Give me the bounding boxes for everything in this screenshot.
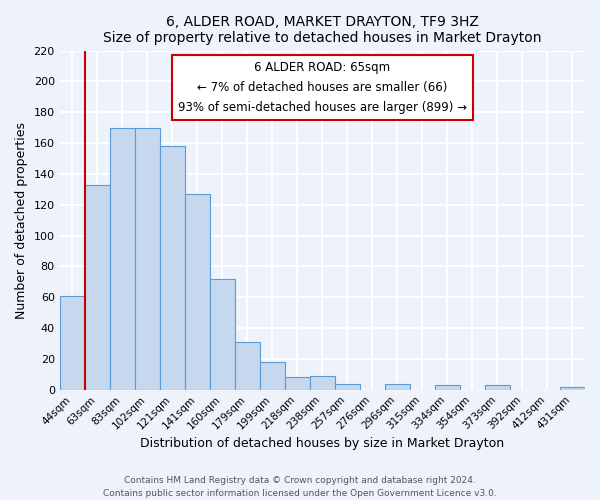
Title: 6, ALDER ROAD, MARKET DRAYTON, TF9 3HZ
Size of property relative to detached hou: 6, ALDER ROAD, MARKET DRAYTON, TF9 3HZ S… <box>103 15 542 45</box>
Text: Contains HM Land Registry data © Crown copyright and database right 2024.
Contai: Contains HM Land Registry data © Crown c… <box>103 476 497 498</box>
Bar <box>110 128 135 390</box>
Y-axis label: Number of detached properties: Number of detached properties <box>15 122 28 318</box>
Bar <box>160 146 185 390</box>
Bar <box>560 386 585 390</box>
Bar <box>485 385 510 390</box>
Bar <box>135 128 160 390</box>
Text: 6 ALDER ROAD: 65sqm
← 7% of detached houses are smaller (66)
93% of semi-detache: 6 ALDER ROAD: 65sqm ← 7% of detached hou… <box>178 60 467 114</box>
Bar <box>185 194 210 390</box>
X-axis label: Distribution of detached houses by size in Market Drayton: Distribution of detached houses by size … <box>140 437 505 450</box>
Bar <box>335 384 360 390</box>
Bar <box>235 342 260 390</box>
Bar <box>260 362 285 390</box>
Bar <box>85 184 110 390</box>
Bar <box>310 376 335 390</box>
Bar <box>385 384 410 390</box>
Bar <box>210 278 235 390</box>
Bar <box>59 296 85 390</box>
Bar <box>435 385 460 390</box>
Bar <box>285 378 310 390</box>
